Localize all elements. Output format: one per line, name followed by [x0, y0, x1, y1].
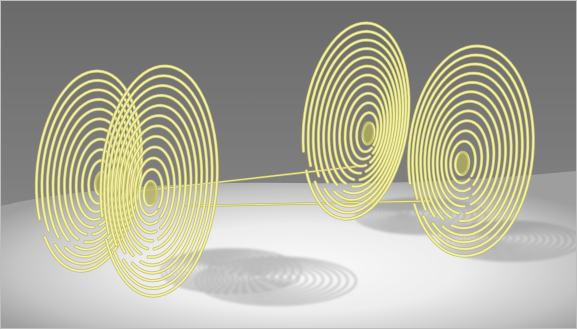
spiral-core — [362, 121, 374, 145]
spiral-core — [457, 151, 469, 175]
tube-ring-highlight — [323, 56, 398, 194]
tube-ring-highlight — [35, 70, 143, 272]
tube-ring-highlight — [344, 92, 385, 167]
shadow-ring — [398, 210, 411, 215]
tube-ring-highlight — [408, 45, 534, 257]
shadow-ring — [236, 269, 292, 288]
tube-ring-highlight — [428, 91, 506, 222]
tube-ring-highlight — [134, 157, 169, 225]
tube-ring-highlight — [356, 112, 379, 153]
tube-ring-highlight — [333, 74, 392, 181]
shadow-ring — [210, 261, 333, 299]
shadow-ring — [246, 272, 276, 283]
tube-ring-highlight — [412, 54, 529, 250]
tube-ring-highlight — [126, 135, 181, 242]
spiral-core — [145, 181, 157, 205]
tube-ring-highlight — [441, 120, 489, 200]
tube-ring-highlight — [312, 39, 404, 207]
spirals — [34, 21, 535, 298]
shadow-ring — [195, 256, 357, 306]
shadow-ring — [226, 266, 308, 292]
tube-ring-highlight — [100, 65, 218, 297]
tube-ring-highlight — [41, 79, 139, 265]
tube-ring-highlight — [107, 85, 208, 282]
tube-ring-highlight — [328, 65, 395, 188]
tube-ring-highlight — [350, 102, 382, 160]
tube-ring-highlight — [436, 110, 495, 207]
shadow-ring — [444, 221, 575, 260]
tube-ring-highlight — [118, 115, 192, 258]
shadow-ring — [231, 267, 300, 290]
shadow-ring — [221, 264, 316, 295]
tube-ring-highlight — [52, 98, 133, 251]
shadow-ring — [390, 207, 425, 219]
tube-ring-highlight — [339, 83, 389, 174]
shadow-ring — [200, 257, 349, 304]
tube-ring-highlight — [420, 72, 518, 236]
tube-ring-highlight — [139, 168, 163, 216]
shadow-ring — [241, 271, 284, 285]
shadow-ring — [215, 262, 325, 297]
shadow-ring — [198, 261, 238, 275]
tube-ring-highlight — [103, 75, 213, 289]
tube-ring-highlight — [450, 140, 476, 184]
tube-ring-highlight — [416, 63, 523, 243]
tube-ring-highlight — [115, 104, 197, 266]
left-pair-inner-spiral — [99, 64, 219, 298]
tube-ring-highlight — [307, 30, 407, 214]
tube-ring-highlight — [318, 48, 401, 201]
tube-ring-highlight — [75, 138, 119, 221]
tube-ring-highlight — [111, 94, 203, 274]
right-pair-outer-spiral — [301, 21, 411, 221]
tube-ring-highlight — [445, 130, 483, 192]
shadow-ring — [205, 259, 341, 302]
shadow-ring — [252, 274, 267, 281]
tube-ring-highlight — [122, 125, 187, 250]
tube-ring-highlight — [302, 22, 410, 220]
tube-ring-highlight — [130, 146, 175, 234]
tube-ring-highlight — [432, 100, 501, 214]
shadow-ring — [457, 225, 553, 254]
right-pair-inner-spiral — [407, 44, 535, 258]
tube-ring-highlight — [424, 81, 512, 229]
left-pair-inner-spiral-shadow — [195, 256, 357, 306]
